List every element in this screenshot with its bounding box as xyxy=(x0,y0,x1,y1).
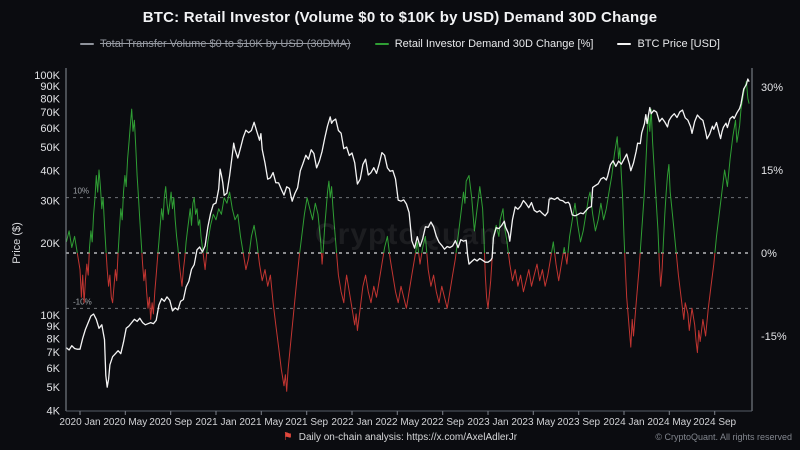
x-tick-label: 2021 May xyxy=(239,417,283,428)
price-tick-label: 90K xyxy=(40,81,60,93)
x-tick-label: 2023 Jan xyxy=(467,417,508,428)
demand-series[interactable] xyxy=(66,81,750,392)
price-tick-label: 9K xyxy=(47,321,61,333)
percent-tick-label: 30% xyxy=(761,82,783,94)
legend-item-label: BTC Price [USD] xyxy=(637,38,720,50)
x-tick-label: 2022 Sep xyxy=(421,417,464,428)
legend-item-label: Total Transfer Volume $0 to $10K by USD … xyxy=(100,38,351,50)
price-tick-label: 70K xyxy=(40,107,60,119)
x-tick-label: 2022 Jan xyxy=(331,417,372,428)
demand-line-positive[interactable] xyxy=(66,81,750,392)
price-tick-label: 6K xyxy=(47,363,61,375)
price-tick-label: 8K xyxy=(47,333,61,345)
price-tick-label: 4K xyxy=(47,406,61,418)
copyright-text: © CryptoQuant. All rights reserved xyxy=(655,432,792,442)
x-tick-label: 2020 Jan xyxy=(59,417,100,428)
x-axis: 2020 Jan 2020 May 2020 Sep 2021 Jan 2021 May… xyxy=(59,411,737,428)
x-tick-label: 2021 Jan xyxy=(195,417,236,428)
x-tick-label: 2023 May xyxy=(511,417,555,428)
price-tick-label: 7K xyxy=(47,347,61,359)
x-tick-label: 2024 Sep xyxy=(693,417,736,428)
x-tick-label: 2020 May xyxy=(103,417,147,428)
legend-item-retail-demand[interactable]: Retail Investor Demand 30D Change [%] xyxy=(374,38,594,50)
legend-marker-line xyxy=(374,43,389,45)
price-tick-label: 20K xyxy=(40,238,60,250)
percent-tick-label: -15% xyxy=(761,331,787,343)
demand-line-negative[interactable] xyxy=(66,82,749,392)
price-tick-label: 40K xyxy=(40,166,60,178)
legend-marker-line xyxy=(80,43,95,45)
legend-item-btc-price[interactable]: BTC Price [USD] xyxy=(617,38,720,50)
percent-tick-label: 0% xyxy=(761,248,777,260)
x-tick-label: 2023 Sep xyxy=(557,417,600,428)
page-title: BTC: Retail Investor (Volume $0 to $10K … xyxy=(142,9,658,26)
footer-note-text: Daily on-chain analysis: https://x.com/A… xyxy=(298,432,518,443)
flag-icon: ⚑ xyxy=(282,431,293,443)
percent-tick-label: 15% xyxy=(761,165,783,177)
footer-note: ⚑ Daily on-chain analysis: https://x.com… xyxy=(0,431,800,444)
x-tick-label: 2020 Sep xyxy=(149,417,192,428)
x-tick-label: 2024 Jan xyxy=(603,417,644,428)
price-tick-label: 100K xyxy=(34,70,60,82)
legend-item-label: Retail Investor Demand 30D Change [%] xyxy=(394,38,594,50)
price-tick-label: 5K xyxy=(47,382,61,394)
x-tick-label: 2024 May xyxy=(647,417,691,428)
price-tick-label: 60K xyxy=(40,123,60,135)
gridline-label: 10% xyxy=(73,187,89,196)
axes xyxy=(65,68,753,412)
x-tick-label: 2022 May xyxy=(375,417,419,428)
price-tick-label: 10K xyxy=(40,310,60,322)
price-tick-label: 30K xyxy=(40,195,60,207)
grid: 10% -10% xyxy=(66,187,752,309)
price-tick-label: 50K xyxy=(40,142,60,154)
x-tick-label: 2021 Sep xyxy=(285,417,328,428)
price-series[interactable] xyxy=(66,78,750,388)
legend: Total Transfer Volume $0 to $10K by USD … xyxy=(0,38,800,50)
btc-price-line[interactable] xyxy=(66,78,750,388)
legend-marker-line xyxy=(617,43,632,45)
price-tick-label: 80K xyxy=(40,93,60,105)
percent-axis: 30% 15% 0% -15% xyxy=(761,82,787,343)
gridline-label: -10% xyxy=(73,297,92,306)
price-axis-title: Price ($) xyxy=(11,222,23,264)
legend-item-transfer-volume[interactable]: Total Transfer Volume $0 to $10K by USD … xyxy=(80,38,351,50)
